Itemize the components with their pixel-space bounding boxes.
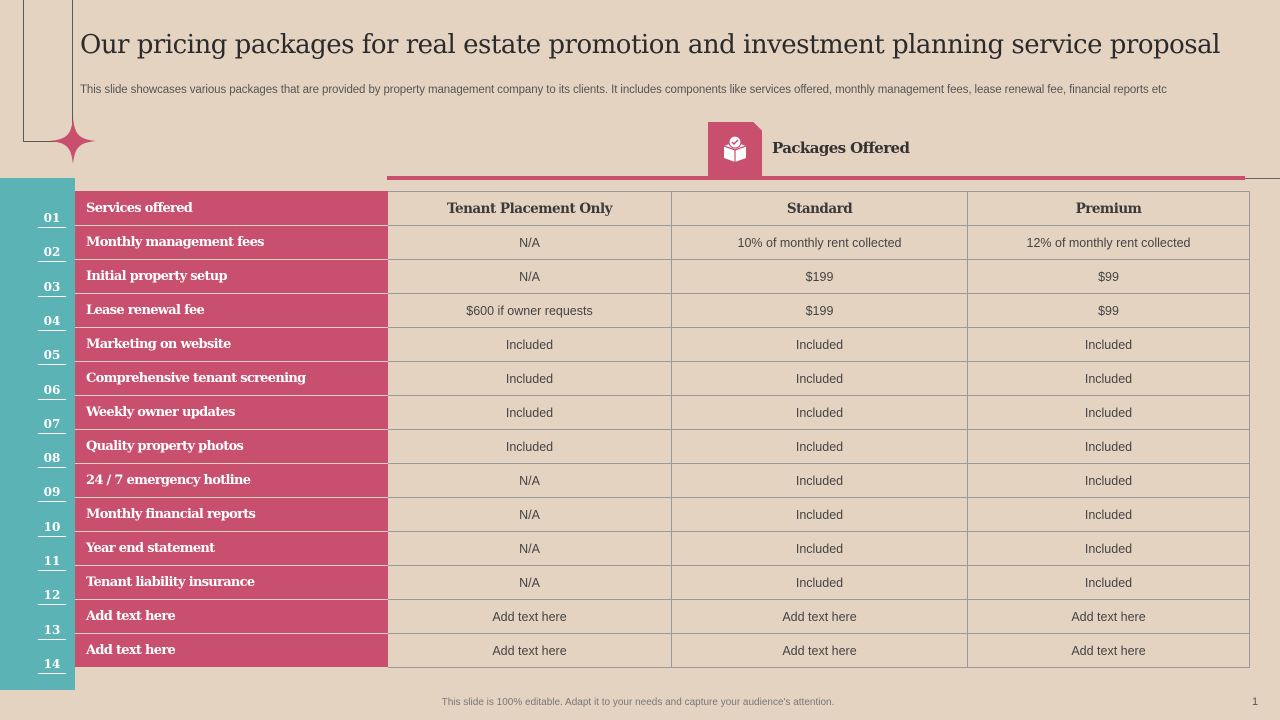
row-number: 13 [38, 623, 66, 640]
cell-standard: Included [671, 531, 968, 566]
page-subtitle: This slide showcases various packages th… [80, 84, 1167, 96]
table-row: Weekly owner updates Included Included Incl… [75, 395, 1250, 430]
cell-tenant-placement: $600 if owner requests [387, 293, 672, 328]
row-service-label: Lease renewal fee [75, 293, 388, 328]
row-number: 06 [38, 383, 66, 400]
cell-tenant-placement: Add text here [387, 599, 672, 634]
cell-tenant-placement: Included [387, 361, 672, 396]
cell-premium: 12% of monthly rent collected [967, 225, 1250, 260]
cell-standard: 10% of monthly rent collected [671, 225, 968, 260]
page-title: Our pricing packages for real estate pro… [80, 30, 1220, 60]
row-service-label: Marketing on website [75, 327, 388, 362]
cell-tenant-placement: Included [387, 327, 672, 362]
footer-text: This slide is 100% editable. Adapt it to… [441, 697, 835, 708]
cell-tenant-placement: N/A [387, 463, 672, 498]
cell-premium: Add text here [967, 633, 1250, 668]
cell-standard: Included [671, 497, 968, 532]
table-row: Monthly management fees N/A 10% of monthly… [75, 225, 1250, 260]
cell-tenant-placement: N/A [387, 225, 672, 260]
footer-note: This slide is 100% editable. Adapt it to… [0, 697, 1280, 708]
row-service-label: Weekly owner updates [75, 395, 388, 430]
row-number: 12 [38, 588, 66, 606]
header-premium: Premium [967, 191, 1250, 226]
row-number: 07 [38, 417, 66, 434]
row-service-label: 24 / 7 emergency hotline [75, 463, 388, 498]
table-row: Tenant liability insurance N/A Included Inc… [75, 565, 1250, 600]
table-row: Initial property setup N/A $199 $99 [75, 259, 1250, 294]
cell-standard: Included [671, 395, 968, 430]
table-row: Add text here Add text here Add text here A… [75, 599, 1250, 634]
cell-premium: Included [967, 531, 1250, 566]
cell-tenant-placement: N/A [387, 497, 672, 532]
decorative-horizontal-line [23, 141, 73, 142]
cell-standard: Included [671, 327, 968, 362]
cell-premium: $99 [967, 259, 1250, 294]
row-number: 14 [38, 657, 66, 674]
row-service-label: Quality property photos [75, 429, 388, 464]
decorative-right-line [1245, 178, 1280, 179]
cell-tenant-placement: N/A [387, 531, 672, 566]
row-service-label: Comprehensive tenant screening [75, 361, 388, 396]
cell-premium: Included [967, 327, 1250, 362]
decorative-vertical-line-2 [72, 0, 73, 142]
cell-premium: Included [967, 565, 1250, 600]
row-service-label: Add text here [75, 633, 388, 668]
row-number: 09 [38, 485, 66, 503]
table-row: Monthly financial reports N/A Included Incl… [75, 497, 1250, 532]
header-services-offered: Services offered [75, 191, 388, 226]
row-number: 01 [38, 211, 66, 228]
cell-premium: Included [967, 497, 1250, 532]
cell-standard: Included [671, 361, 968, 396]
package-box-icon [708, 122, 762, 176]
cell-standard: $199 [671, 293, 968, 328]
row-number: 04 [38, 314, 66, 331]
row-service-label: Add text here [75, 599, 388, 634]
cell-premium: Included [967, 429, 1250, 464]
cell-tenant-placement: N/A [387, 565, 672, 600]
table-row: Year end statement N/A Included Included [75, 531, 1250, 566]
row-number: 11 [38, 554, 66, 571]
row-number: 08 [38, 451, 66, 469]
table-row: 24 / 7 emergency hotline N/A Included Inclu… [75, 463, 1250, 498]
row-number: 02 [38, 245, 66, 263]
table-row: Marketing on website Included Included Incl… [75, 327, 1250, 362]
packages-underline [387, 176, 1245, 180]
cell-premium: Included [967, 463, 1250, 498]
pricing-table: Services offered Tenant Placement Only S… [75, 191, 1250, 668]
row-service-label: Initial property setup [75, 259, 388, 294]
cell-standard: $199 [671, 259, 968, 294]
row-number: 03 [38, 280, 66, 297]
cell-premium: $99 [967, 293, 1250, 328]
table-row: Quality property photos Included Included I… [75, 429, 1250, 464]
decorative-vertical-line [23, 0, 24, 142]
header-standard: Standard [671, 191, 968, 226]
cell-tenant-placement: Included [387, 429, 672, 464]
row-service-label: Tenant liability insurance [75, 565, 388, 600]
packages-offered-label: Packages Offered [772, 139, 910, 157]
row-service-label: Monthly management fees [75, 225, 388, 260]
table-header-row: Services offered Tenant Placement Only S… [75, 191, 1250, 226]
cell-standard: Included [671, 463, 968, 498]
four-point-star-icon [50, 118, 96, 164]
row-number: 10 [38, 520, 66, 537]
table-row: Add text here Add text here Add text here A… [75, 633, 1250, 668]
page-number: 1 [1252, 696, 1259, 708]
cell-standard: Included [671, 429, 968, 464]
cell-premium: Add text here [967, 599, 1250, 634]
row-service-label: Monthly financial reports [75, 497, 388, 532]
row-service-label: Year end statement [75, 531, 388, 566]
cell-standard: Add text here [671, 599, 968, 634]
cell-tenant-placement: Included [387, 395, 672, 430]
header-tenant-placement-only: Tenant Placement Only [387, 191, 672, 226]
cell-premium: Included [967, 395, 1250, 430]
cell-standard: Add text here [671, 633, 968, 668]
cell-premium: Included [967, 361, 1250, 396]
table-row: Lease renewal fee $600 if owner requests $… [75, 293, 1250, 328]
row-number: 05 [38, 348, 66, 366]
cell-tenant-placement: N/A [387, 259, 672, 294]
table-row: Comprehensive tenant screening Included In… [75, 361, 1250, 396]
cell-standard: Included [671, 565, 968, 600]
cell-tenant-placement: Add text here [387, 633, 672, 668]
